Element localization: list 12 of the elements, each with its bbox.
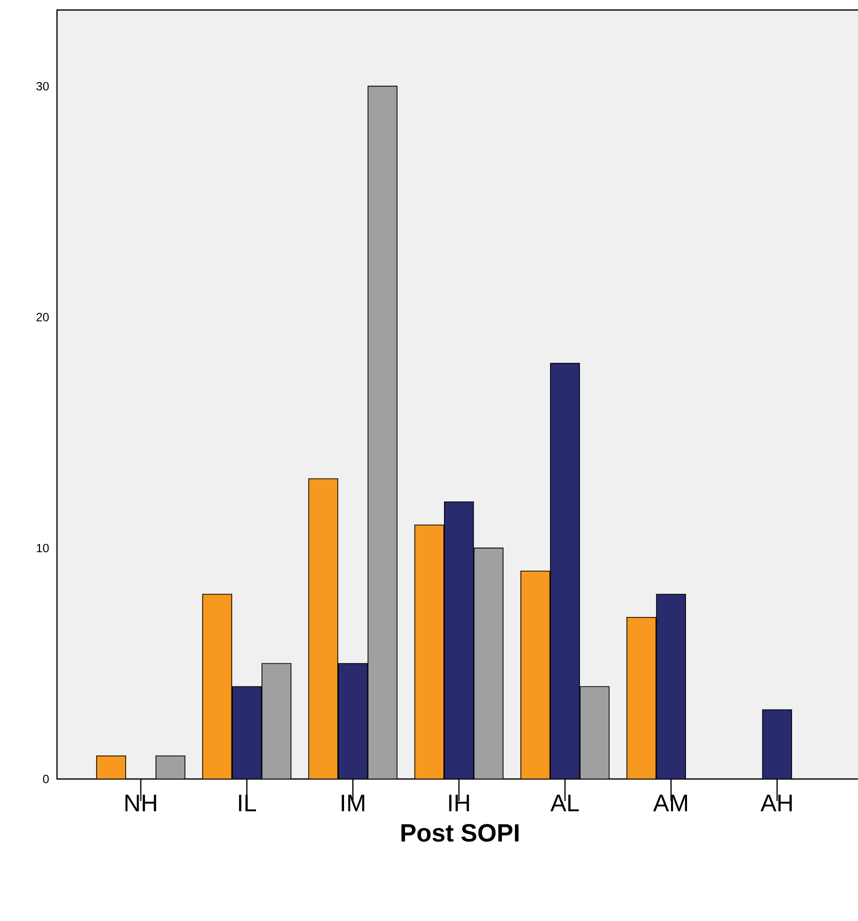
y-tick-label: 20 [36,312,49,322]
x-axis-title: Post SOPI [401,824,519,842]
x-tick-label: IM [342,794,364,812]
y-tick-label: 0 [43,774,49,784]
x-tick-label: AL [550,794,579,812]
y-tick-label: 30 [36,82,49,90]
x-tick-label: NH [125,794,156,812]
x-tick-label: AM [653,794,688,812]
x-tick-label: AH [760,794,792,812]
x-tick-label: IH [449,794,469,812]
x-tick-label: IL [239,794,256,812]
y-tick-label: 10 [36,544,49,552]
